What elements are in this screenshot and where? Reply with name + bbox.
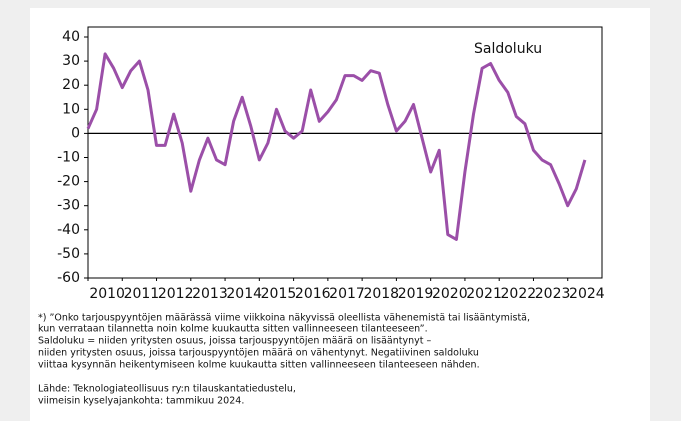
x-tick-label: 2023 — [535, 286, 571, 302]
x-tick-label: 2012 — [158, 286, 194, 302]
x-tick-label: 2018 — [363, 286, 399, 302]
y-tick-label: -40 — [57, 222, 80, 238]
note: Lähde: Teknologiateollisuus ry:n tilausk… — [38, 384, 296, 395]
x-tick-label: 2013 — [192, 286, 228, 302]
x-tick-label: 2022 — [501, 286, 537, 302]
y-tick-label: -10 — [57, 150, 80, 166]
x-tick-label: 2010 — [89, 286, 125, 302]
x-tick-label: 2016 — [295, 286, 331, 302]
x-tick-label: 2017 — [329, 286, 365, 302]
x-tick-label: 2019 — [398, 286, 434, 302]
y-tick-label: -20 — [57, 174, 80, 190]
x-tick-label: 2015 — [261, 286, 297, 302]
x-tick-label: 2011 — [124, 286, 160, 302]
x-tick-label: 2024 — [569, 286, 605, 302]
data-line — [86, 52, 587, 241]
x-tick-label: 2014 — [226, 286, 262, 302]
legend-label: Saldoluku — [474, 41, 542, 57]
y-tick-label: -30 — [57, 198, 80, 214]
y-tick-label: 10 — [62, 101, 80, 117]
y-tick-label: 40 — [62, 29, 80, 45]
y-tick-label: -50 — [57, 246, 80, 262]
x-tick-label: 2021 — [466, 286, 502, 302]
note: viittaa kysynnän heikentymiseen kolme ku… — [38, 360, 480, 371]
y-tick-label: -60 — [57, 270, 80, 286]
note: Saldoluku = niiden yritysten osuus, jois… — [38, 336, 431, 347]
note: *) ”Onko tarjouspyyntöjen määrässä viime… — [38, 313, 530, 324]
plot-frame — [87, 26, 603, 279]
note: niiden yritysten osuus, joissa tarjouspy… — [38, 348, 479, 359]
y-tick-label: 20 — [62, 77, 80, 93]
panel — [30, 8, 650, 421]
x-tick-label: 2020 — [432, 286, 468, 302]
y-tick-label: 0 — [71, 125, 80, 141]
note: viimeisin kyselyajankohta: tammikuu 2024… — [38, 396, 244, 407]
y-tick-label: 30 — [62, 53, 80, 69]
note: kun verrataan tilannetta noin kolme kuuk… — [38, 324, 428, 335]
